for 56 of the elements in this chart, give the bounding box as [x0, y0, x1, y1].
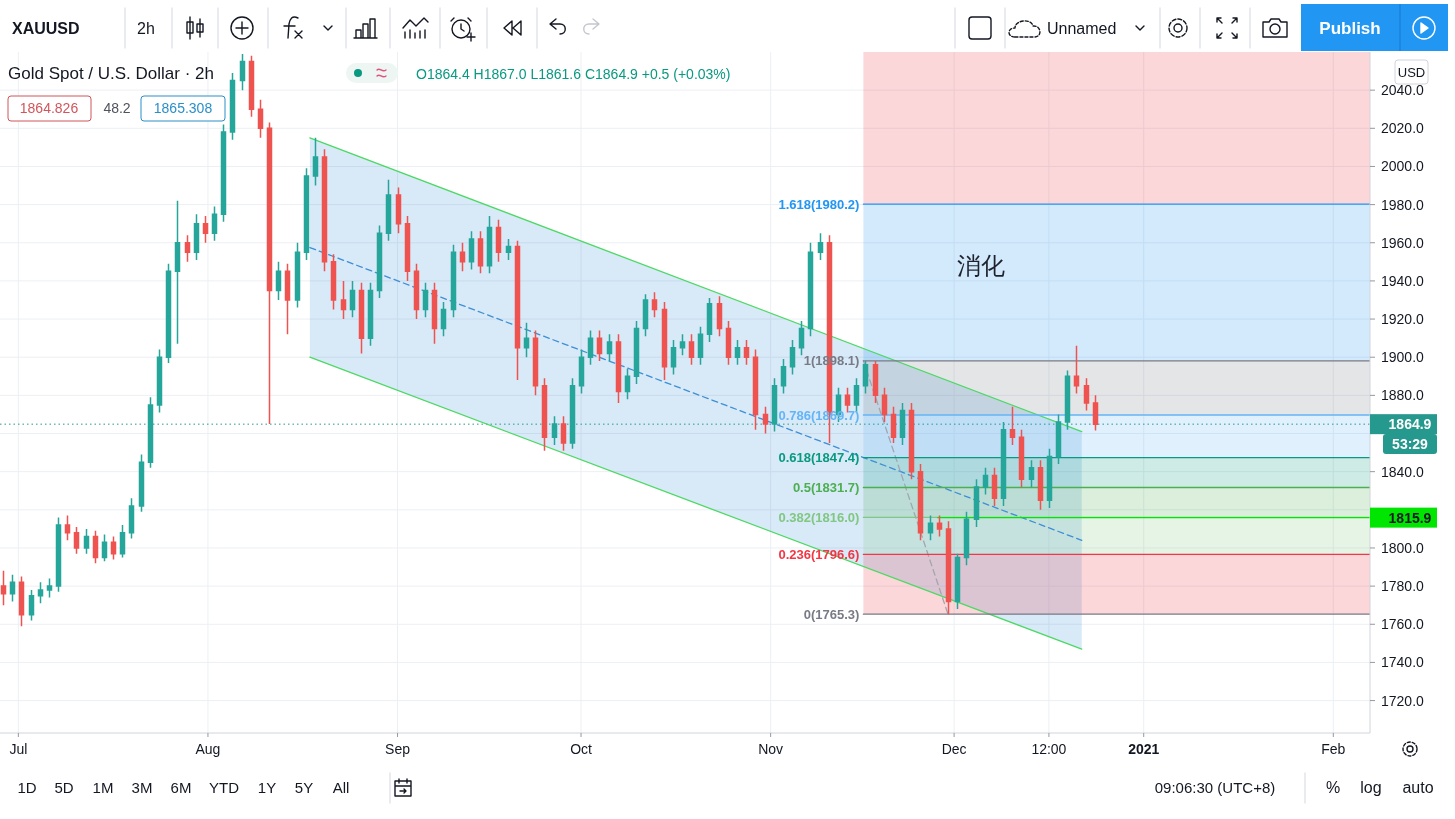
y-tick-label: 1780.0	[1381, 578, 1425, 595]
text: YTD	[209, 779, 240, 796]
text: Publish	[1319, 19, 1381, 38]
text: 2h	[137, 20, 155, 37]
y-tick-label: 1800.0	[1381, 539, 1425, 556]
x-tick-label: Nov	[758, 741, 784, 757]
text: O1864.4 H1867.0 L1861.6 C1864.9 +0.5 (+0.03%)	[416, 66, 731, 82]
text: 5D	[54, 779, 74, 796]
y-tick-label: 1740.0	[1381, 654, 1425, 671]
x-tick-label: Dec	[941, 741, 967, 757]
annotation: 消化	[957, 252, 1005, 279]
y-axis-title: USD	[1397, 65, 1426, 80]
ref-line-label: 1864.9	[1388, 416, 1432, 433]
y-tick-label: 2020.0	[1381, 120, 1425, 137]
series-label: 1.618(1980.2)	[778, 196, 860, 212]
series-label: 0.5(1831.7)	[792, 480, 860, 495]
text: 53:29	[1392, 436, 1429, 452]
text: Unnamed	[1047, 20, 1117, 37]
y-tick-label: 1840.0	[1381, 463, 1425, 480]
x-tick-label: Jul	[9, 741, 28, 757]
series-label: 0.382(1816.0)	[778, 509, 860, 525]
y-tick-label: 2000.0	[1381, 158, 1425, 175]
x-tick-label: Sep	[385, 741, 411, 757]
y-tick-label: 1760.0	[1381, 616, 1425, 633]
annotation: 48.2	[103, 100, 131, 116]
y-tick-label: 1940.0	[1381, 272, 1425, 289]
text: All	[332, 779, 350, 796]
series-label: 0.618(1847.4)	[778, 450, 860, 466]
annotation: 1864.826	[19, 100, 79, 116]
y-tick-label: 2040.0	[1381, 82, 1425, 99]
text: 5Y	[294, 779, 314, 796]
text: 1M	[92, 779, 114, 796]
x-tick-label: Feb	[1321, 741, 1346, 757]
text: 6M	[170, 779, 192, 796]
text: 1D	[17, 779, 37, 796]
x-tick-label: 12:00	[1031, 741, 1067, 757]
text: 3M	[131, 779, 153, 796]
annotation: 1865.308	[153, 100, 213, 116]
data-label: 1815.9	[1388, 509, 1432, 526]
text: %	[1325, 779, 1341, 796]
y-tick-label: 1900.0	[1381, 349, 1425, 366]
text: auto	[1402, 779, 1434, 796]
y-tick-label: 1720.0	[1381, 692, 1425, 709]
series-label: 0(1765.3)	[803, 606, 860, 622]
y-tick-label: 1920.0	[1381, 311, 1425, 328]
text: 09:06:30 (UTC+8)	[1154, 779, 1276, 796]
y-tick-label: 1980.0	[1381, 196, 1425, 213]
text: log	[1360, 779, 1382, 796]
y-tick-label: 1960.0	[1381, 234, 1425, 251]
text: 1Y	[257, 779, 277, 796]
x-tick-label: 2021	[1128, 741, 1160, 757]
text: XAUUSD	[12, 20, 80, 37]
text: Gold Spot / U.S. Dollar · 2h	[8, 64, 214, 83]
x-tick-label: Oct	[570, 741, 593, 757]
y-tick-label: 1880.0	[1381, 387, 1425, 404]
x-tick-label: Aug	[195, 741, 221, 757]
